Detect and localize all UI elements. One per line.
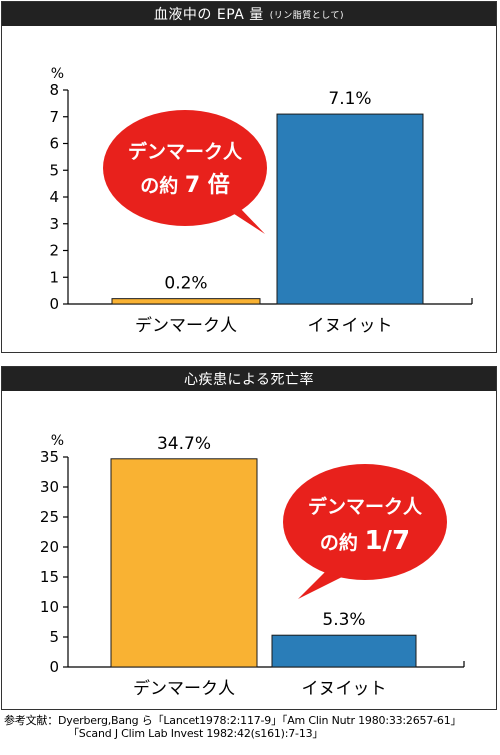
epa-chart-subtitle: (リン脂質として) <box>269 10 345 21</box>
callout-line-2: の約 1/7 <box>320 526 410 556</box>
y-tick-label: 2 <box>49 242 59 260</box>
callout-line-2: の約 7 倍 <box>140 172 230 198</box>
y-tick-label: 4 <box>49 188 59 206</box>
bar-denmark <box>111 298 261 305</box>
epa-chart-panel: 血液中の EPA 量 (リン脂質として) % 0 1 2 3 4 5 6 7 8 0.2% デンマーク… <box>1 1 497 353</box>
callout-line-1: デンマーク人 <box>128 140 243 163</box>
mortality-chart: % 0 5 10 15 20 25 30 35 34.7% デンマーク人 5.3% イヌイット デンマーク… <box>40 433 465 699</box>
mortality-chart-header: 心疾患による死亡率 <box>2 367 496 391</box>
bar-inuit <box>276 113 424 305</box>
callout-prefix: の約 <box>320 531 365 554</box>
y-tick-label: 5 <box>49 628 59 646</box>
x-category-label: デンマーク人 <box>135 315 237 336</box>
y-tick-label: 6 <box>49 135 59 153</box>
y-tick-label: 3 <box>49 215 59 233</box>
callout-ellipse <box>283 464 447 580</box>
bar-value-label: 5.3% <box>322 610 365 630</box>
callout-value: 1/7 <box>364 526 410 556</box>
y-tick-label: 7 <box>49 108 59 126</box>
y-axis-unit: % <box>51 433 64 449</box>
y-tick-label: 35 <box>40 448 59 466</box>
bar-value-label: 7.1% <box>328 89 371 109</box>
x-category-label: デンマーク人 <box>133 678 235 699</box>
x-category-label: イヌイット <box>302 679 387 699</box>
callout-ellipse <box>103 110 267 226</box>
callout-value: 7 倍 <box>185 172 230 198</box>
mortality-chart-panel: 心疾患による死亡率 % 0 5 10 15 20 25 30 35 34.7% デンマーク人 5.3%… <box>1 366 497 710</box>
callout-line-1: デンマーク人 <box>308 495 423 518</box>
callout-prefix: の約 <box>140 174 185 197</box>
y-tick-label: 0 <box>49 295 59 313</box>
bar-value-label: 34.7% <box>157 434 211 454</box>
references: 参考文献：Dyerberg,Bang ら「Lancet1978:2:117-9」… <box>4 714 498 740</box>
epa-chart-header: 血液中の EPA 量 (リン脂質として) <box>2 2 496 26</box>
reference-line-2: 「Scand J Clim Lab Invest 1982:42(s161):7… <box>68 727 324 740</box>
y-axis-unit: % <box>51 66 64 82</box>
y-tick-label: 30 <box>40 478 59 496</box>
y-tick-label: 0 <box>49 658 59 676</box>
y-tick-label: 5 <box>49 161 59 179</box>
reference-line-1: 参考文献：Dyerberg,Bang ら「Lancet1978:2:117-9」… <box>4 714 462 727</box>
x-category-label: イヌイット <box>308 316 393 336</box>
mortality-chart-title: 心疾患による死亡率 <box>183 372 315 388</box>
y-tick-label: 10 <box>40 598 59 616</box>
bar-inuit <box>271 634 417 668</box>
bar-denmark <box>110 458 258 668</box>
y-tick-label: 15 <box>40 568 59 586</box>
callout-tail <box>228 208 265 234</box>
y-tick-label: 8 <box>49 81 59 99</box>
y-tick-label: 20 <box>40 538 59 556</box>
epa-chart-title: 血液中の EPA 量 <box>153 7 264 23</box>
y-tick-label: 1 <box>49 268 59 286</box>
y-tick-label: 25 <box>40 508 59 526</box>
bar-value-label: 0.2% <box>164 274 207 294</box>
